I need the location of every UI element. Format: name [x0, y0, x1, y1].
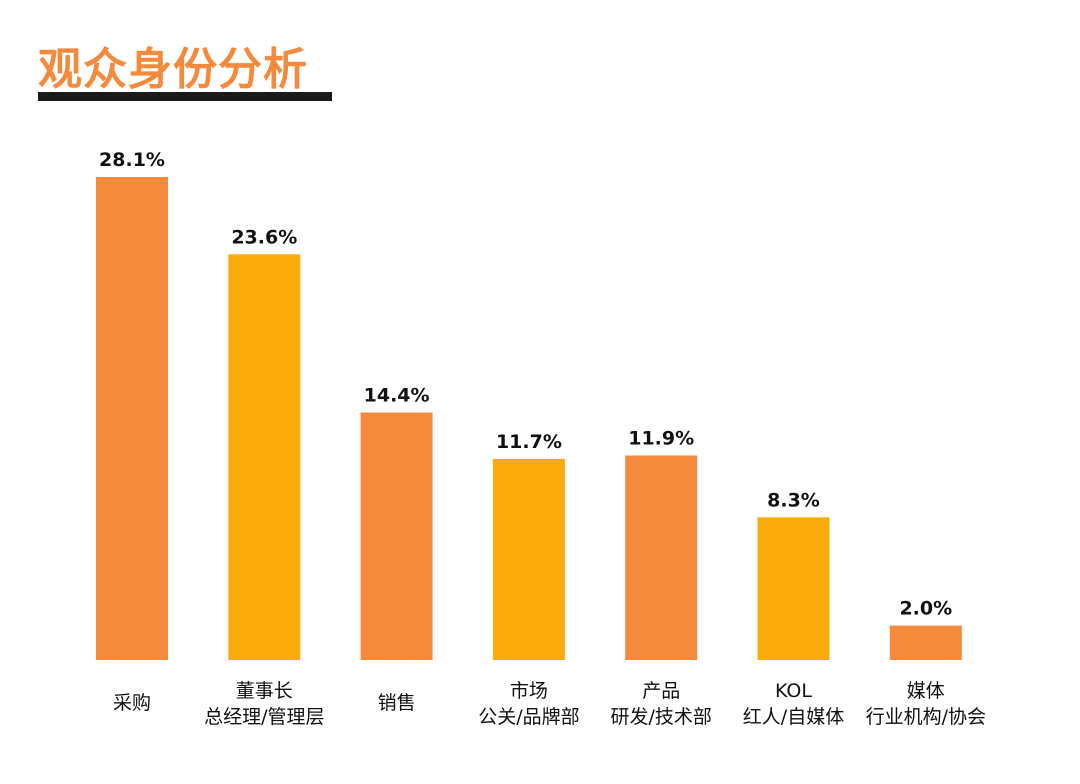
- category-label-1-1: 总经理/管理层: [204, 706, 324, 728]
- title-underline: [38, 92, 332, 101]
- category-label-1-0: 董事长: [236, 680, 293, 702]
- value-label-0: 28.1%: [99, 149, 165, 171]
- category-label-3-0: 市场: [510, 680, 548, 702]
- value-label-4: 11.9%: [628, 428, 694, 450]
- category-label-4-0: 产品: [642, 680, 680, 702]
- bar-5: [757, 517, 830, 660]
- category-label-5-0: KOL: [775, 680, 812, 702]
- category-label-3-1: 公关/品牌部: [478, 706, 579, 728]
- category-label-2-0: 销售: [378, 692, 416, 714]
- chart-title-block: 观众身份分析: [38, 44, 332, 104]
- value-label-2: 14.4%: [364, 385, 430, 407]
- bar-6: [889, 625, 962, 660]
- value-label-1: 23.6%: [231, 226, 297, 248]
- value-label-3: 11.7%: [496, 431, 562, 453]
- bar-3: [492, 458, 565, 660]
- category-label-4-1: 研发/技术部: [610, 706, 711, 728]
- category-label-6-0: 媒体: [907, 680, 945, 702]
- category-label-6-1: 行业机构/协会: [866, 706, 986, 728]
- category-label-5-1: 红人/自媒体: [743, 706, 844, 728]
- bar-4: [625, 455, 698, 660]
- bar-0: [96, 177, 168, 660]
- bar-1: [228, 254, 301, 661]
- category-label-0-0: 采购: [113, 692, 151, 714]
- bar-2: [360, 412, 433, 660]
- value-label-5: 8.3%: [767, 489, 820, 511]
- value-label-6: 2.0%: [899, 598, 952, 620]
- chart-title: 观众身份分析: [38, 44, 308, 95]
